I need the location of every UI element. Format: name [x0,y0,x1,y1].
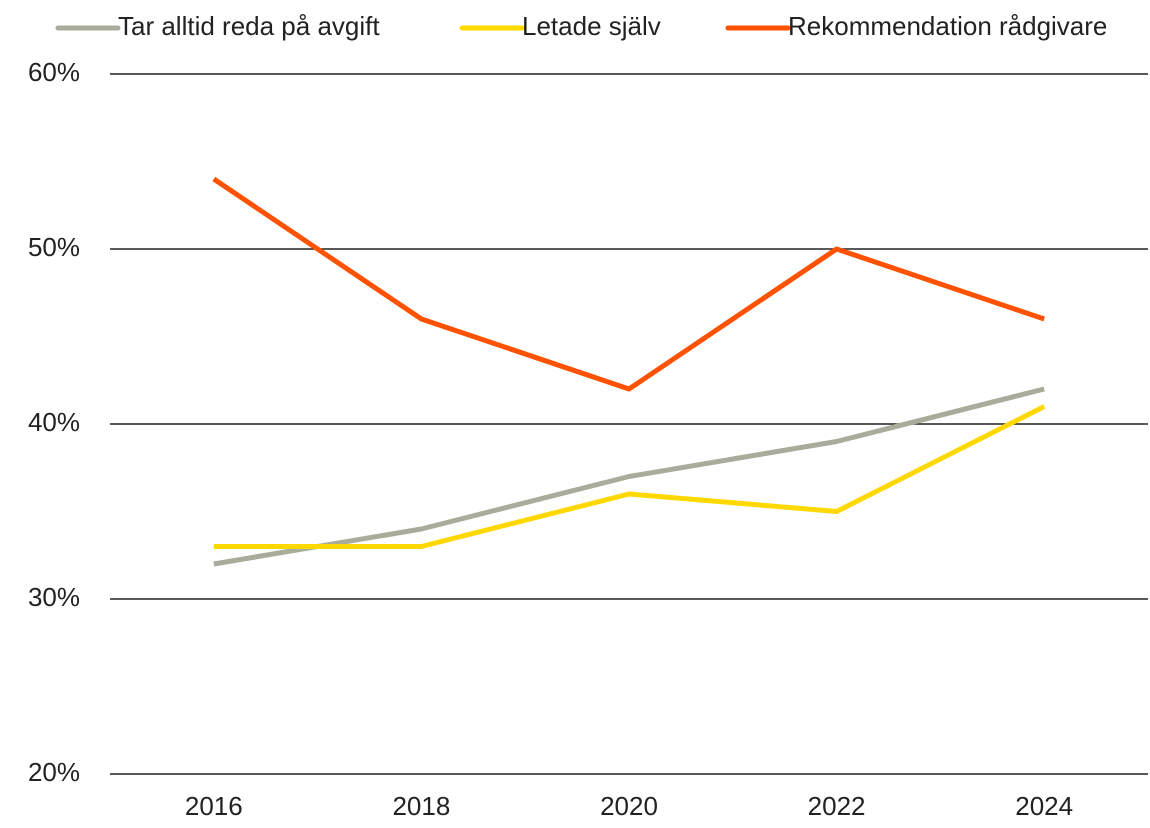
y-tick-label: 30% [28,582,80,612]
x-tick-label: 2020 [600,791,658,821]
x-tick-label: 2022 [808,791,866,821]
legend-label: Letade själv [522,11,661,41]
y-tick-label: 50% [28,232,80,262]
x-tick-label: 2018 [392,791,450,821]
legend-label: Tar alltid reda på avgift [118,11,380,41]
y-tick-label: 20% [28,757,80,787]
legend-label: Rekommendation rådgivare [788,11,1107,41]
series-line [213,404,1046,549]
y-tick-label: 60% [28,57,80,87]
series-line [213,386,1045,567]
x-tick-label: 2024 [1015,791,1073,821]
x-tick-label: 2016 [185,791,243,821]
y-tick-label: 40% [28,407,80,437]
series-line [212,176,1045,392]
